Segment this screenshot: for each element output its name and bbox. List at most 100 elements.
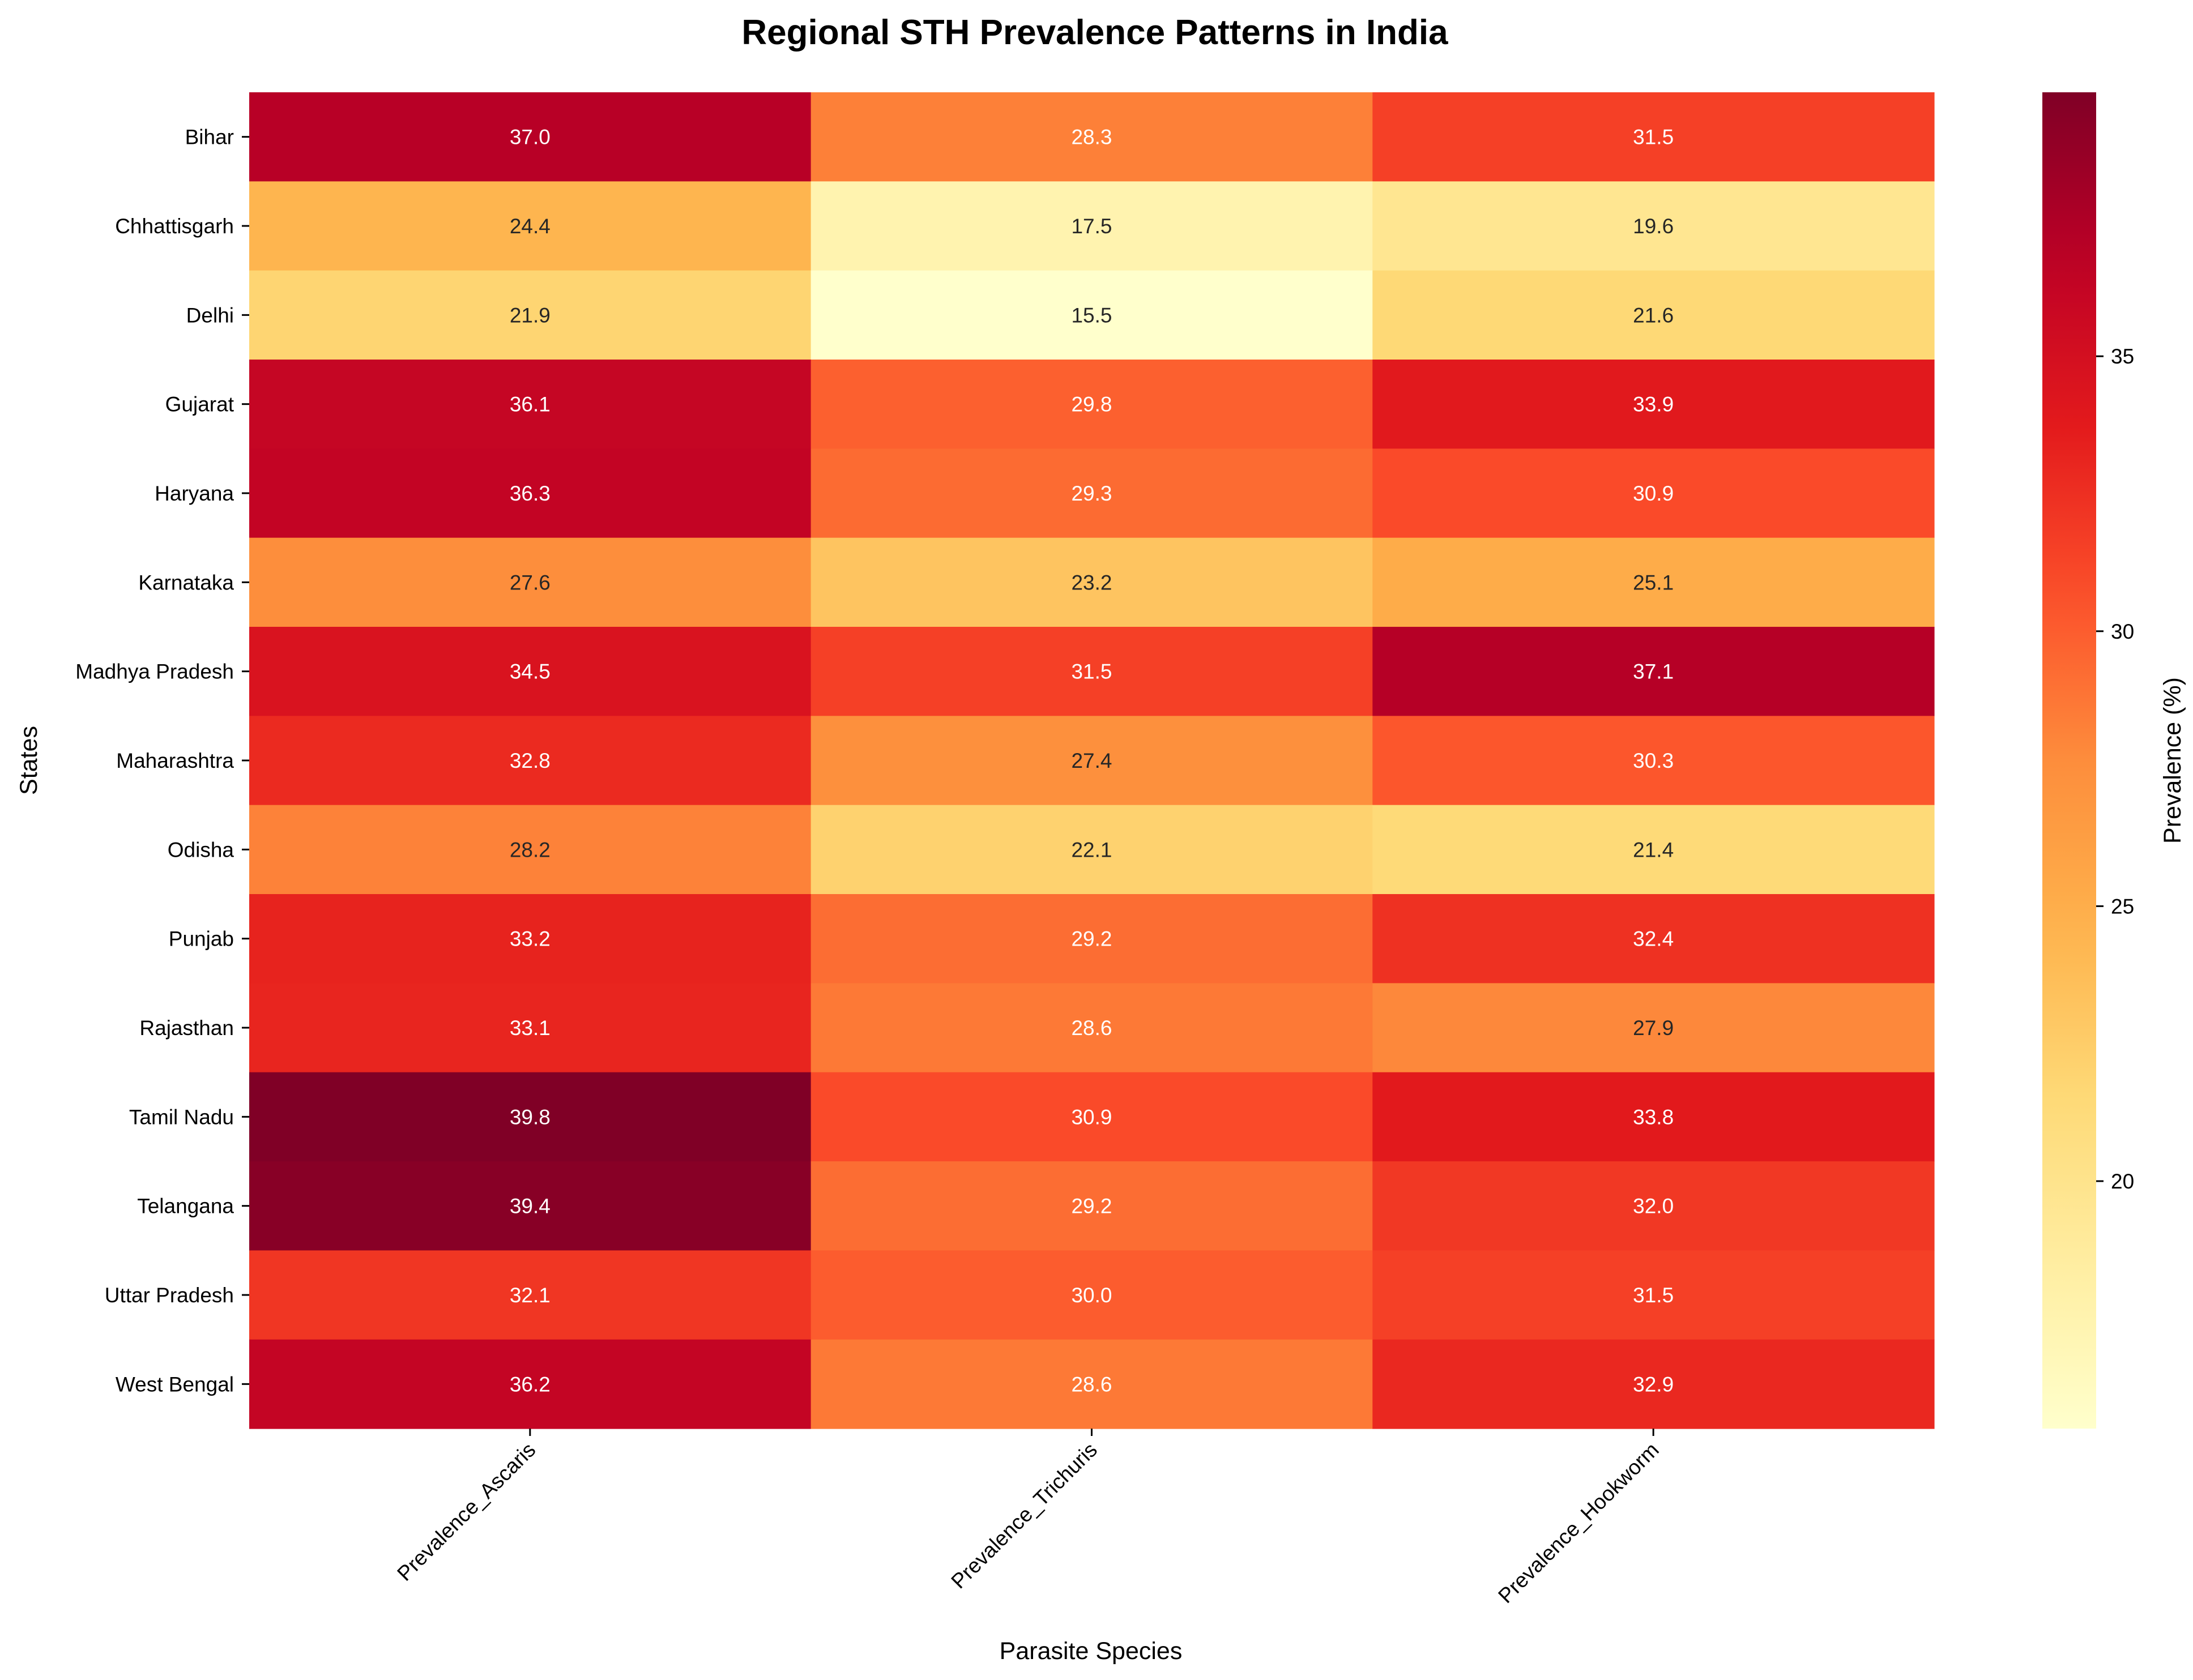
heatmap-cell — [810, 1339, 1373, 1429]
y-axis-ticks: Bihar Chhattisgarh Delhi Gujarat Haryana Karn… — [75, 126, 249, 1396]
heatmap-cell — [249, 537, 812, 627]
chart-title: Regional STH Prevalence Patterns in Indi… — [741, 13, 1448, 52]
colorbar-tick-label: 35 — [2111, 345, 2134, 368]
cell-value-label: 27.4 — [1071, 749, 1112, 772]
heatmap-cell — [249, 181, 812, 271]
cell-value-label: 31.5 — [1633, 126, 1674, 149]
cell-value-label: 23.2 — [1071, 571, 1112, 594]
x-tick-label: Prevalence_Ascaris — [392, 1438, 540, 1585]
heatmap-cell — [249, 1339, 812, 1429]
heatmap-cell — [1372, 92, 1935, 182]
heatmap-cell — [810, 1161, 1373, 1251]
heatmap-cell — [249, 983, 812, 1073]
heatmap-cells: 37.0 28.3 31.5 24.4 17.5 19.6 21.9 15.5 21.6 36.1… — [249, 92, 1935, 1429]
cell-value-label: 28.3 — [1071, 126, 1112, 149]
cell-value-label: 32.9 — [1633, 1373, 1674, 1396]
cell-value-label: 34.5 — [510, 660, 551, 683]
heatmap-cell — [810, 360, 1373, 449]
heatmap-cell — [1372, 448, 1935, 538]
heatmap-cell — [249, 92, 812, 182]
cell-value-label: 32.4 — [1633, 927, 1674, 951]
heatmap-cell — [810, 627, 1373, 716]
heatmap-cell — [810, 894, 1373, 984]
cell-value-label: 21.4 — [1633, 838, 1674, 861]
cell-value-label: 32.8 — [510, 749, 551, 772]
y-tick-label: Uttar Pradesh — [105, 1284, 234, 1307]
cell-value-label: 31.5 — [1071, 660, 1112, 683]
heatmap-cell — [810, 983, 1373, 1073]
x-tick-label: Prevalence_Trichuris — [946, 1438, 1102, 1593]
y-tick-label: Telangana — [137, 1195, 234, 1218]
heatmap-cell — [1372, 181, 1935, 271]
y-tick-label: Madhya Pradesh — [75, 660, 234, 683]
heatmap-cell — [810, 537, 1373, 627]
heatmap-cell — [1372, 270, 1935, 360]
heatmap-cell — [249, 894, 812, 984]
heatmap-cell — [1372, 1161, 1935, 1251]
heatmap-cell — [249, 716, 812, 806]
cell-value-label: 37.1 — [1633, 660, 1674, 683]
cell-value-label: 19.6 — [1633, 215, 1674, 238]
cell-value-label: 28.6 — [1071, 1016, 1112, 1040]
cell-value-label: 33.8 — [1633, 1105, 1674, 1128]
y-tick-label: Odisha — [168, 838, 234, 861]
heatmap-cell — [810, 92, 1373, 182]
colorbar-tick-label: 25 — [2111, 895, 2134, 918]
y-tick-label: Rajasthan — [139, 1016, 234, 1040]
cell-value-label: 21.6 — [1633, 303, 1674, 327]
colorbar-tick-label: 30 — [2111, 620, 2134, 643]
cell-value-label: 33.1 — [510, 1016, 551, 1040]
colorbar-ticks: 20 25 30 35 — [2096, 345, 2134, 1193]
cell-value-label: 32.1 — [510, 1284, 551, 1307]
cell-value-label: 22.1 — [1071, 838, 1112, 861]
cell-value-label: 27.9 — [1633, 1016, 1674, 1040]
y-tick-label: Chhattisgarh — [115, 215, 234, 238]
cell-value-label: 24.4 — [510, 215, 551, 238]
y-axis-label: States — [15, 726, 42, 795]
heatmap-cell — [1372, 360, 1935, 449]
cell-value-label: 21.9 — [510, 303, 551, 327]
heatmap-cell — [810, 270, 1373, 360]
y-tick-label: Bihar — [185, 126, 234, 149]
cell-value-label: 33.9 — [1633, 393, 1674, 416]
heatmap-cell — [249, 805, 812, 895]
cell-value-label: 31.5 — [1633, 1284, 1674, 1307]
heatmap-cell — [1372, 1250, 1935, 1340]
heatmap-cell — [1372, 1072, 1935, 1162]
cell-value-label: 29.8 — [1071, 393, 1112, 416]
heatmap-cell — [810, 805, 1373, 895]
cell-value-label: 37.0 — [510, 126, 551, 149]
cell-value-label: 30.0 — [1071, 1284, 1112, 1307]
y-tick-label: Gujarat — [165, 393, 234, 416]
heatmap-cell — [249, 360, 812, 449]
y-tick-label: Punjab — [169, 927, 234, 951]
heatmap-cell — [810, 716, 1373, 806]
heatmap-cell — [249, 448, 812, 538]
cell-value-label: 28.2 — [510, 838, 551, 861]
cell-value-label: 27.6 — [510, 571, 551, 594]
heatmap-cell — [810, 1250, 1373, 1340]
heatmap-cell — [810, 448, 1373, 538]
cell-value-label: 33.2 — [510, 927, 551, 951]
heatmap-cell — [1372, 537, 1935, 627]
y-tick-label: Maharashtra — [116, 749, 234, 772]
cell-value-label: 39.4 — [510, 1195, 551, 1218]
colorbar — [2042, 92, 2096, 1429]
heatmap-cell — [810, 1072, 1373, 1162]
cell-value-label: 15.5 — [1071, 303, 1112, 327]
cell-value-label: 39.8 — [510, 1105, 551, 1128]
heatmap-cell — [1372, 1339, 1935, 1429]
cell-value-label: 25.1 — [1633, 571, 1674, 594]
heatmap-cell — [1372, 983, 1935, 1073]
cell-value-label: 29.2 — [1071, 1195, 1112, 1218]
heatmap-cell — [249, 627, 812, 716]
cell-value-label: 36.3 — [510, 482, 551, 505]
cell-value-label: 36.2 — [510, 1373, 551, 1396]
heatmap-cell — [1372, 894, 1935, 984]
y-tick-label: Tamil Nadu — [129, 1105, 234, 1128]
cell-value-label: 30.9 — [1071, 1105, 1112, 1128]
heatmap-cell — [249, 270, 812, 360]
y-tick-label: Delhi — [186, 303, 234, 327]
heatmap-cell — [249, 1161, 812, 1251]
